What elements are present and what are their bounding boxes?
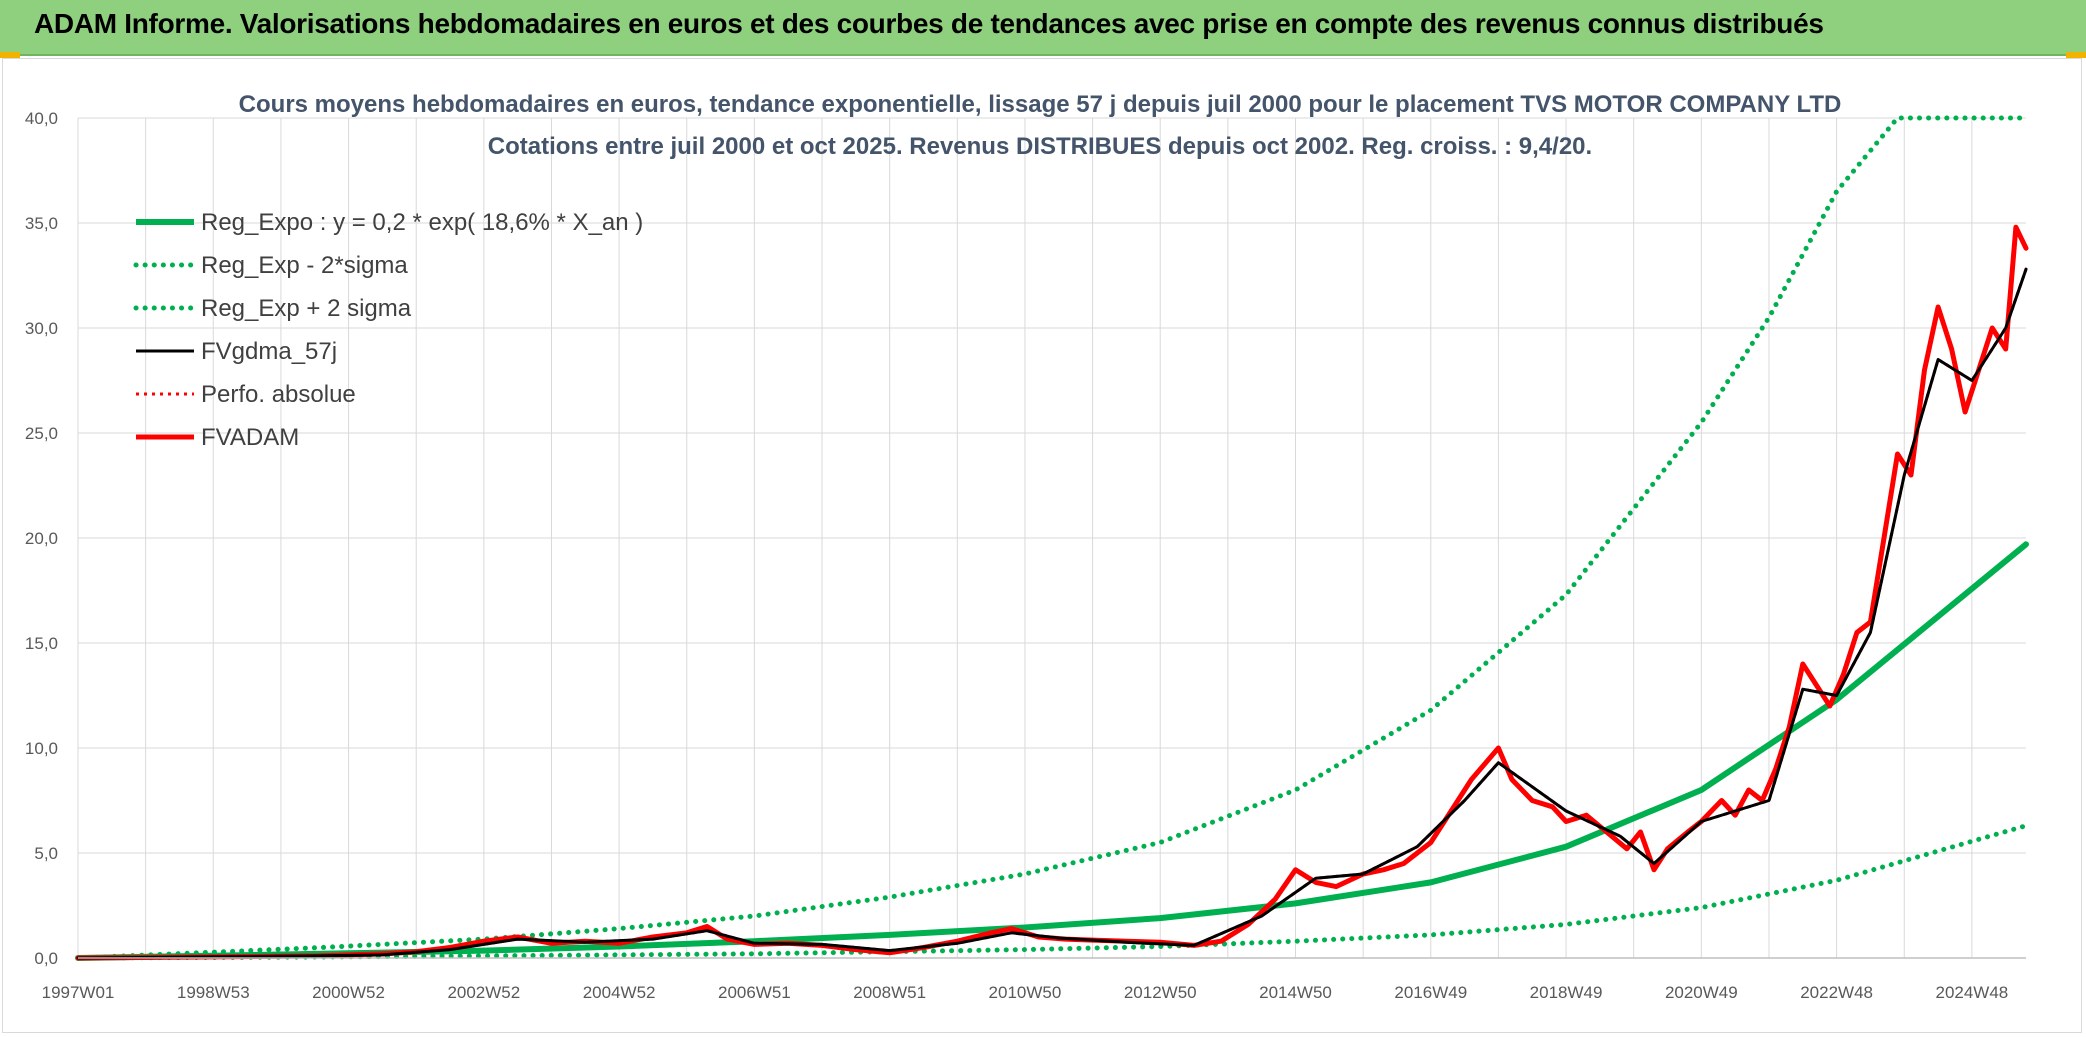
x-tick-label: 2024W48 [1935, 983, 2008, 1002]
legend-label: FVADAM [201, 424, 299, 451]
banner-corner-right [2066, 52, 2086, 58]
y-tick-label: 35,0 [25, 214, 58, 233]
legend-label: Reg_Expo : y = 0,2 * exp( 18,6% * X_an ) [201, 209, 643, 236]
chart-title: Cours moyens hebdomadaires en euros, ten… [239, 91, 1842, 118]
x-tick-label: 2012W50 [1124, 983, 1197, 1002]
legend-label: Perfo. absolue [201, 381, 356, 408]
x-tick-label: 2006W51 [718, 983, 791, 1002]
title-banner: ADAM Informe. Valorisations hebdomadaire… [0, 0, 2086, 56]
chart-subtitle: Cotations entre juil 2000 et oct 2025. R… [488, 133, 1592, 160]
legend-label: Reg_Exp - 2*sigma [201, 252, 408, 279]
series-line-0 [75, 541, 2029, 961]
x-tick-label: 2022W48 [1800, 983, 1873, 1002]
x-tick-label: 2014W50 [1259, 983, 1332, 1002]
series-line-5 [75, 224, 2029, 961]
legend-label: FVgdma_57j [201, 338, 337, 365]
series-line-2 [75, 115, 2029, 961]
x-tick-label: 1997W01 [42, 983, 115, 1002]
series-line-3 [76, 267, 2028, 960]
x-tick-label: 2018W49 [1530, 983, 1603, 1002]
y-tick-label: 25,0 [25, 424, 58, 443]
y-tick-label: 15,0 [25, 634, 58, 653]
series-layer [75, 115, 2029, 961]
y-axis-ticks: 0,0 5,0 10,0 15,0 20,0 25,0 30,0 35,0 40,0 [25, 109, 58, 968]
banner-corner-left [0, 52, 20, 58]
x-tick-label: 2008W51 [853, 983, 926, 1002]
x-tick-label: 2002W52 [447, 983, 520, 1002]
y-tick-label: 0,0 [34, 949, 58, 968]
y-tick-label: 30,0 [25, 319, 58, 338]
y-tick-label: 20,0 [25, 529, 58, 548]
x-tick-label: 2010W50 [989, 983, 1062, 1002]
series-line-1 [75, 823, 2029, 961]
x-axis-ticks: 1997W01 1998W53 2000W52 2002W52 2004W52 2006W… [42, 983, 2009, 1002]
y-tick-label: 40,0 [25, 109, 58, 128]
x-tick-label: 2000W52 [312, 983, 385, 1002]
legend-label: Reg_Exp + 2 sigma [201, 295, 412, 322]
x-tick-label: 2020W49 [1665, 983, 1738, 1002]
x-tick-label: 2004W52 [583, 983, 656, 1002]
legend: Reg_Expo : y = 0,2 * exp( 18,6% * X_an )… [133, 209, 643, 451]
y-tick-label: 10,0 [25, 739, 58, 758]
report-title: ADAM Informe. Valorisations hebdomadaire… [34, 8, 1824, 39]
y-tick-label: 5,0 [34, 844, 58, 863]
x-tick-label: 2016W49 [1394, 983, 1467, 1002]
chart-frame [2, 58, 2082, 1033]
x-tick-label: 1998W53 [177, 983, 250, 1002]
horizontal-gridlines [78, 117, 2026, 959]
